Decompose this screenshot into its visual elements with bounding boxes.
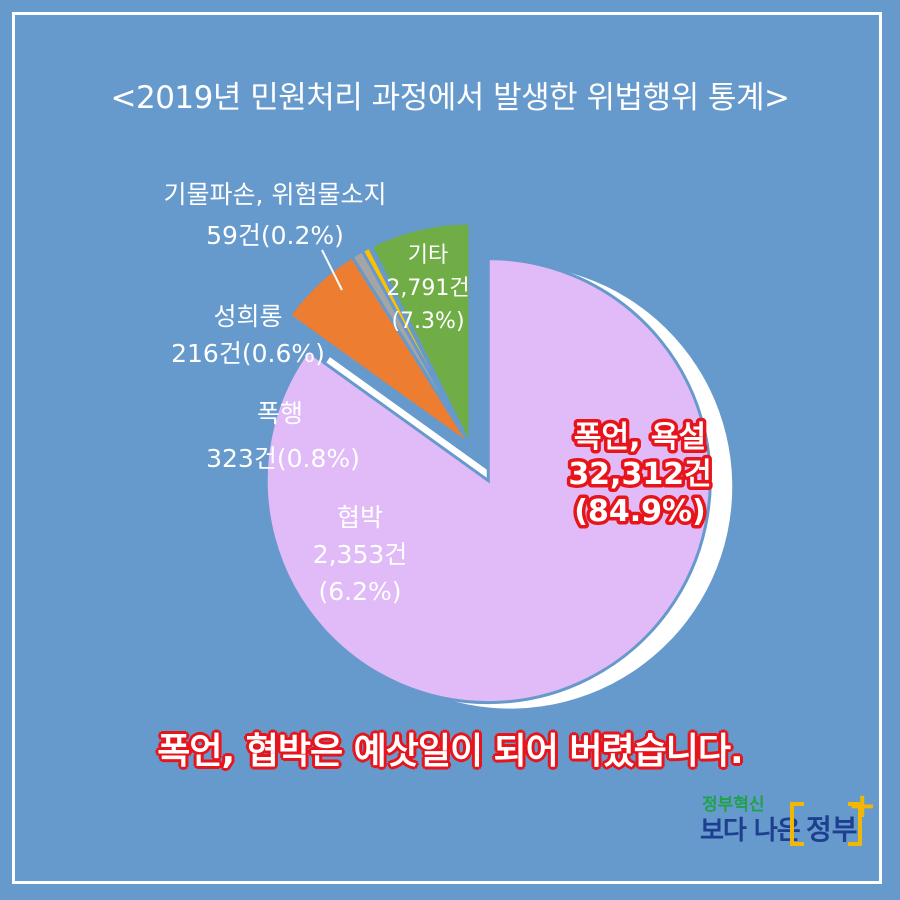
- label-threat-value: 2,353건: [313, 540, 408, 569]
- chart-title: <2019년 민원처리 과정에서 발생한 위법행위 통계>: [110, 80, 790, 116]
- label-other-value: 2,791건: [386, 276, 469, 301]
- logo-main-text: 보다 나은: [700, 816, 801, 846]
- white-frame: [12, 12, 882, 884]
- label-assault-name: 폭행: [257, 399, 303, 428]
- label-abuse-value: 32,312건: [568, 457, 711, 492]
- label-threat-percent: (6.2%): [318, 577, 401, 606]
- label-harassment-value: 216건(0.6%): [171, 339, 325, 368]
- logo-subtitle: 정부혁신: [702, 795, 765, 815]
- label-property-name: 기물파손, 위험물소지: [164, 180, 387, 209]
- leader-line-property-damage: [321, 249, 343, 291]
- label-property-value: 59건(0.2%): [206, 221, 344, 250]
- slice-abuse: [264, 257, 712, 705]
- label-abuse-name: 폭언, 욕설: [574, 420, 706, 455]
- logo-accent-text: 정부: [806, 813, 858, 846]
- logo-bracket-right: [848, 802, 862, 846]
- logo-bracket-left: [790, 802, 804, 846]
- plus-icon: +: [848, 786, 877, 826]
- label-assault-value: 323건(0.8%): [206, 444, 360, 473]
- label-harassment-name: 성희롱: [213, 302, 282, 331]
- label-other-percent: (7.3%): [391, 309, 464, 334]
- label-abuse-percent: (84.9%): [574, 494, 706, 529]
- headline: 폭언, 협박은 예삿일이 되어 버렸습니다.: [157, 731, 743, 772]
- label-other-name: 기타: [408, 243, 448, 268]
- slice-other: [369, 221, 472, 446]
- logo: 정부혁신 보다 나은 정부 +: [700, 786, 877, 866]
- label-threat-name: 협박: [337, 503, 383, 532]
